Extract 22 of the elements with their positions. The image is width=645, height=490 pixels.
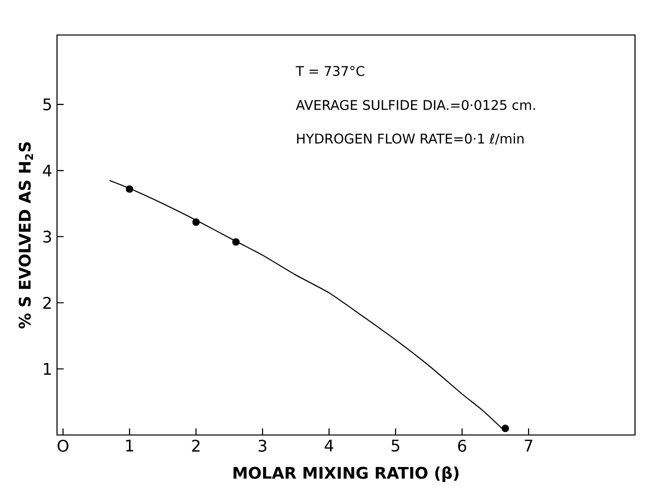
point <box>232 238 240 246</box>
y-tick-label: 5 <box>43 98 51 110</box>
y-tick-label: 4 <box>42 164 52 176</box>
y-tick-label: 1 <box>44 363 51 375</box>
y-tick-label: 2 <box>43 296 51 309</box>
x-axis-title: MOLAR MIXING RATIO (β) <box>234 466 459 482</box>
annotation: HYDROGEN FLOW RATE=0·1 ℓ/min <box>297 133 524 145</box>
x-tick-label: 7 <box>524 440 532 452</box>
x-tick-label: 2 <box>192 440 200 452</box>
annotation: T = 737°C <box>296 66 364 76</box>
x-tick-label: 4 <box>324 440 334 452</box>
x-tick-label: 5 <box>392 440 400 452</box>
point <box>192 218 200 226</box>
annotation: AVERAGE SULFIDE DIA.=0·0125 cm. <box>296 100 535 110</box>
y-axis-title: % S EVOLVED AS H$_{2}$S <box>18 142 33 328</box>
point <box>126 185 134 193</box>
x-tick-label: 6 <box>458 440 466 452</box>
x-tick-label: 1 <box>126 440 134 452</box>
x-tick-label: 3 <box>258 440 266 452</box>
y-tick-label: 3 <box>43 230 52 243</box>
point <box>502 424 510 432</box>
x-tick-label: O <box>58 440 68 452</box>
